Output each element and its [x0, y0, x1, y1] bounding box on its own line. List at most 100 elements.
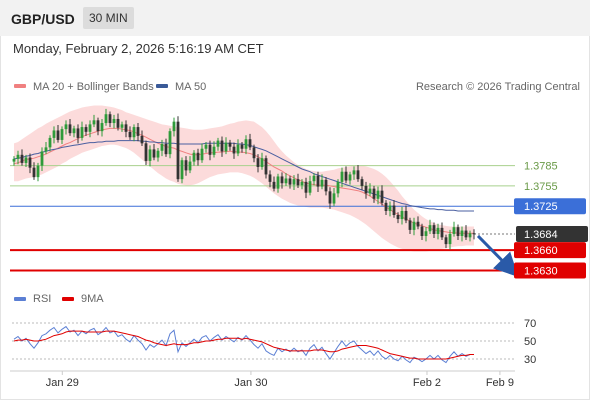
candle-body [72, 128, 76, 134]
candle-body [252, 147, 256, 159]
candle-body [164, 143, 168, 155]
candle-body [260, 158, 264, 167]
candle-body [348, 174, 352, 181]
candle-body [316, 175, 320, 187]
candle-body [296, 179, 300, 186]
candles-group [12, 108, 476, 250]
timestamp: Monday, February 2, 2026 5:16:19 AM CET [13, 41, 264, 56]
candle-body [36, 165, 40, 178]
level-tag [514, 262, 586, 279]
legend-swatch-rsi-ma [62, 297, 74, 301]
level-label-3: 1.3684 [516, 225, 588, 242]
candle-body [444, 237, 448, 245]
candle-body [364, 185, 368, 194]
candle-body [412, 221, 416, 230]
rsi-line [13, 325, 474, 364]
level-value: 1.3684 [524, 229, 558, 241]
candle-body [132, 127, 136, 138]
candle-body [372, 188, 376, 199]
x-tick-label: Jan 30 [234, 377, 267, 389]
candle-body [352, 170, 356, 175]
level-value: 1.3660 [524, 245, 558, 257]
candle-body [48, 137, 52, 148]
candle-body [140, 135, 144, 144]
candle-body [96, 120, 100, 132]
candle-body [292, 179, 296, 185]
legend-rsi-label: RSI [33, 293, 51, 305]
rsi-tick-label: 30 [524, 354, 536, 366]
candle-body [424, 231, 428, 236]
candle-body [232, 146, 236, 154]
x-tick-label: Feb 9 [486, 377, 514, 389]
timeframe-badge[interactable]: 30 MIN [83, 7, 134, 29]
copyright-note: Research © 2026 Trading Central [416, 81, 580, 93]
candle-body [196, 152, 200, 161]
candle-body [368, 188, 372, 194]
candle-body [304, 181, 308, 193]
candle-body [376, 190, 380, 199]
candle-body [92, 120, 96, 125]
level-label-1: 1.3755 [524, 181, 558, 193]
candle-body [468, 233, 472, 238]
candle-body [80, 127, 84, 138]
candle-body [204, 144, 208, 149]
ma20-line [13, 127, 474, 234]
level-label-5: 1.3630 [514, 262, 586, 279]
candle-body [236, 144, 240, 154]
candle-body [324, 179, 328, 192]
candle-body [192, 152, 196, 162]
candle-body [328, 191, 332, 204]
candle-body [180, 160, 184, 180]
candle-body [404, 210, 408, 221]
legend-ma50-label: MA 50 [175, 81, 206, 93]
x-tick-label: Jan 29 [46, 377, 79, 389]
candle-body [312, 175, 316, 182]
candle-body [76, 128, 80, 138]
x-tick-label: Feb 2 [413, 377, 441, 389]
candle-body [108, 114, 112, 124]
candle-body [428, 225, 432, 232]
level-value: 1.3630 [524, 265, 558, 277]
level-tag [516, 225, 588, 242]
candle-body [128, 131, 132, 138]
candle-body [120, 124, 124, 128]
symbol-title: GBP/USD [11, 11, 75, 27]
legend-swatch-rsi [14, 297, 26, 301]
legend-swatch-ma20 [14, 84, 26, 88]
candle-body [12, 158, 16, 162]
candle-body [384, 202, 388, 211]
candle-body [396, 215, 400, 220]
candle-body [380, 190, 384, 203]
candle-body [68, 124, 72, 134]
candle-body [168, 131, 172, 155]
candle-body [124, 124, 128, 132]
candle-body [160, 143, 164, 151]
candle-body [264, 158, 268, 175]
candle-body [56, 130, 60, 140]
candle-body [144, 143, 148, 161]
candle-body [440, 227, 444, 238]
candle-body [464, 230, 468, 238]
candle-body [308, 181, 312, 193]
bollinger-band [14, 105, 474, 252]
candle-body [116, 118, 120, 128]
candle-body [216, 140, 220, 147]
candle-body [212, 146, 216, 155]
level-tag [514, 242, 586, 259]
candle-body [420, 226, 424, 236]
candle-body [176, 121, 180, 180]
candle-body [460, 230, 464, 236]
candle-body [248, 139, 252, 148]
candle-body [332, 193, 336, 204]
candle-body [100, 123, 104, 132]
candle-body [436, 227, 440, 234]
candle-body [32, 167, 36, 178]
candle-body [244, 139, 248, 149]
candle-body [340, 171, 344, 182]
candle-body [224, 142, 228, 152]
candle-body [208, 144, 212, 155]
ma50-line [13, 140, 474, 212]
candle-body [452, 227, 456, 234]
candle-body [20, 154, 24, 163]
forecast-arrow [476, 234, 519, 278]
